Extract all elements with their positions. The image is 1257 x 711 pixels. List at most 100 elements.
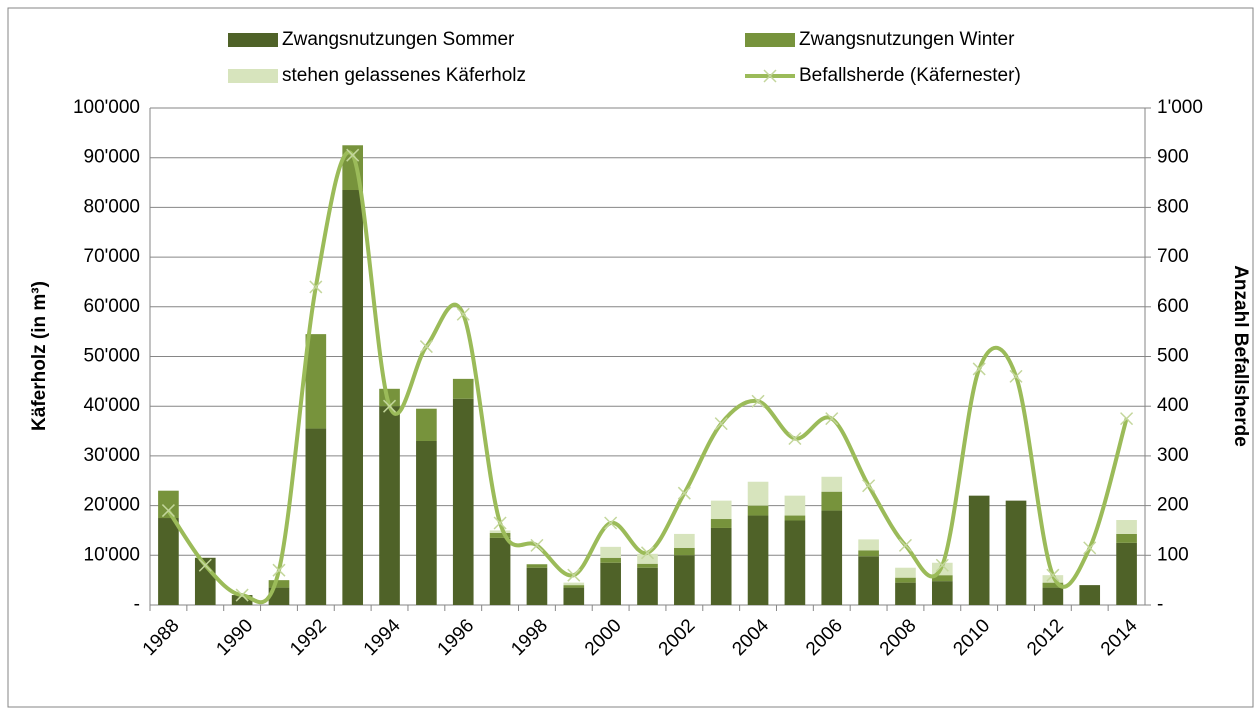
marker — [456, 307, 470, 321]
bar — [674, 555, 695, 605]
bar — [1079, 585, 1101, 605]
chart-frame — [7, 7, 1254, 708]
marker — [825, 412, 839, 426]
y2-tick-label: - — [1157, 594, 1163, 615]
bar — [895, 582, 916, 605]
bar — [858, 539, 879, 551]
bar — [710, 527, 732, 605]
bar — [858, 556, 879, 605]
y2-tick-label: 100 — [1157, 544, 1189, 565]
y2-tick-label: 300 — [1157, 445, 1189, 466]
bar — [674, 533, 695, 548]
legend-marker — [763, 69, 777, 83]
marker — [1083, 541, 1097, 555]
bar — [895, 567, 916, 578]
marker — [714, 417, 728, 431]
bar — [563, 582, 585, 586]
bar — [895, 577, 916, 583]
marker — [567, 568, 581, 582]
marker — [677, 486, 691, 500]
marker — [604, 516, 618, 530]
legend-swatch — [228, 33, 278, 47]
bar — [931, 575, 953, 582]
bar — [489, 530, 511, 533]
y-tick-label: 40'000 — [84, 395, 140, 416]
bar — [674, 547, 695, 556]
bar — [342, 190, 364, 605]
bar — [747, 505, 769, 516]
bar — [600, 557, 621, 563]
bar — [821, 510, 843, 605]
marker — [640, 546, 655, 560]
y-axis-title: Käferholz (in m³) — [29, 281, 50, 431]
bar — [452, 398, 474, 605]
legend-label: Zwangsnutzungen Winter — [799, 29, 1015, 50]
bar — [821, 476, 843, 492]
bar — [600, 562, 621, 605]
bar — [489, 532, 511, 538]
marker — [419, 340, 433, 354]
bar — [931, 581, 953, 605]
marker — [346, 148, 360, 162]
bar — [637, 567, 658, 605]
legend-swatch — [228, 69, 278, 83]
marker — [161, 504, 175, 518]
bar — [1042, 582, 1064, 588]
y-tick-label: - — [134, 594, 140, 615]
y-tick-label: 10'000 — [84, 544, 140, 565]
y2-tick-label: 500 — [1157, 346, 1189, 367]
marker — [383, 399, 397, 413]
bar — [416, 408, 437, 441]
bar — [489, 537, 511, 605]
y-tick-label: 30'000 — [84, 445, 140, 466]
bar — [710, 519, 732, 528]
marker — [272, 563, 286, 577]
bar — [526, 567, 548, 605]
y2-axis-title: Anzahl Befallsherde — [1230, 265, 1251, 447]
y-tick-label: 90'000 — [84, 147, 140, 168]
bar — [158, 518, 179, 605]
marker — [309, 280, 323, 294]
marker — [751, 394, 765, 408]
bar — [1005, 500, 1027, 605]
marker — [235, 588, 249, 602]
legend-label: stehen gelassenes Käferholz — [282, 65, 526, 86]
marker — [493, 516, 507, 530]
y2-tick-label: 800 — [1157, 196, 1189, 217]
bar — [600, 546, 621, 558]
bar — [784, 520, 806, 605]
bar — [821, 491, 843, 511]
bar — [305, 428, 327, 605]
bar — [305, 334, 327, 429]
bar — [563, 585, 585, 588]
marker — [1120, 412, 1134, 426]
legend-label: Befallsherde (Käfernester) — [799, 65, 1021, 86]
bar — [637, 563, 658, 568]
bar — [1116, 533, 1137, 543]
marker — [1046, 568, 1060, 582]
bar — [1116, 520, 1137, 534]
marker — [1009, 369, 1023, 383]
y-tick-label: 50'000 — [84, 346, 140, 367]
bar — [710, 500, 732, 520]
bar — [268, 580, 290, 588]
marker — [972, 362, 986, 376]
bar — [858, 550, 879, 557]
bar — [563, 587, 585, 605]
y2-tick-label: 700 — [1157, 246, 1189, 267]
marker — [862, 479, 876, 493]
y-tick-label: 70'000 — [84, 246, 140, 267]
bar — [747, 481, 769, 506]
y-tick-label: 100'000 — [73, 97, 140, 118]
y2-tick-label: 200 — [1157, 495, 1189, 516]
y-tick-label: 20'000 — [84, 495, 140, 516]
bar — [379, 406, 400, 605]
bar — [747, 515, 769, 605]
bar — [416, 440, 437, 605]
marker — [898, 538, 912, 552]
y-tick-label: 80'000 — [84, 196, 140, 217]
bar — [452, 378, 474, 399]
y2-tick-label: 600 — [1157, 296, 1189, 317]
bar — [1116, 542, 1137, 605]
